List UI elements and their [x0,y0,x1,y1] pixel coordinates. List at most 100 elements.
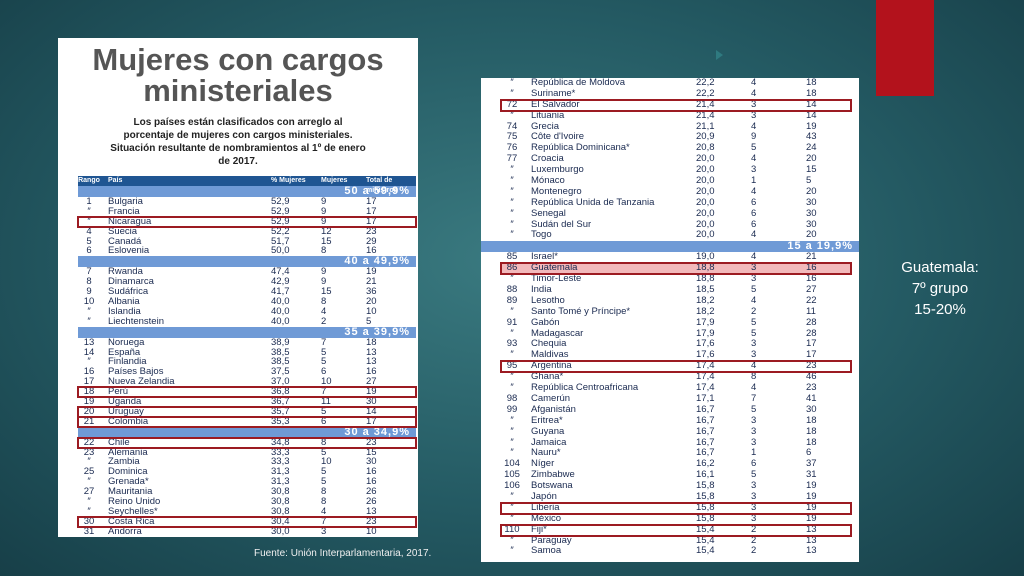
table-cell: 3 [751,338,757,350]
table-cell: ″ [87,315,91,327]
table-cell: 4 [751,185,757,197]
table-cell: ″ [87,205,91,217]
table-cell: Guyana [531,426,565,437]
table-cell: 31,3 [271,476,290,488]
table-row: 8 Dinamarca 42,9 9 21 [78,277,416,287]
table-cell: 2 [751,305,757,317]
table-cell: 4 [751,360,757,372]
table-row: ″ Paraguay 15,4 2 13 [501,534,851,547]
table-row: 16 Países Bajos 37,5 6 16 [78,367,416,377]
table-cell: 17,4 [696,360,715,372]
table-cell: 7 [751,392,757,404]
table-cell: 17 [366,415,377,427]
table-cell: 16 [366,466,377,478]
table-cell: 3 [321,525,327,537]
table-cell: 5 [751,469,757,481]
table-cell: ″ [510,305,514,317]
table-cell: Nauru* [531,448,561,459]
table-cell: 23 [366,515,377,527]
table-cell: 88 [506,284,518,296]
table-cell: 4 [751,294,757,306]
table-cell: 26 [366,496,377,508]
table-row: ″ Grenada* 31,3 5 16 [78,477,416,487]
table-cell: 21,4 [696,98,715,110]
table-cell: 4 [86,225,92,237]
table-cell: 34,8 [271,436,290,448]
table-cell: Timor-Leste [531,274,582,285]
table-cell: 36 [366,286,377,298]
table-cell: Japón [531,491,557,502]
table-cell: 27 [806,284,817,296]
table-cell: 18,8 [696,273,715,285]
table-cell: 86 [506,262,518,274]
table-cell: 52,9 [271,215,290,227]
group-label: 40 a 49,9% [78,256,416,268]
table-cell: Maldivas [531,350,569,361]
table-cell: 17,9 [696,316,715,328]
table-cell: 33,3 [271,456,290,468]
table-row: 74 Grecia 21,1 4 19 [501,120,851,133]
table-cell: 19 [366,266,377,278]
table-cell: 7 [321,336,327,348]
table-cell: 15,4 [696,523,715,535]
table-cell: 19,0 [696,251,715,263]
table-cell: 3 [751,273,757,285]
table-cell: 37 [806,458,817,470]
table-row: ″ Madagascar 17,9 5 28 [501,327,851,340]
table-cell: 15 [321,286,332,298]
table-cell: 28 [806,327,817,339]
table-cell: 18 [806,87,817,99]
table-cell: Israel* [531,252,558,263]
table-cell: 19 [806,120,817,132]
table-row: 88 India 18,5 5 27 [501,284,851,296]
table-cell: 6 [806,447,812,459]
table-cell: 9 [321,266,327,278]
table-row: 4 Suecia 52,2 12 23 [78,225,416,237]
table-cell: 6 [751,458,757,470]
table-cell: 17 [806,349,817,361]
table-cell: 10 [366,305,377,317]
table-cell: 18 [806,425,817,437]
table-cell: ″ [510,371,514,383]
table-row: 21 Colombia 35,3 6 17 [77,415,417,428]
table-cell: 18,2 [696,305,715,317]
table-cell: 51,7 [271,235,290,247]
table-cell: 16 [806,273,817,285]
table-cell: 9 [321,196,327,207]
table-cell: ″ [510,534,514,546]
table-cell: 27 [83,486,95,498]
table-cell: 7 [86,266,92,278]
table-cell: 20 [806,185,817,197]
table-cell: 16,7 [696,425,715,437]
table-cell: 19 [83,396,95,408]
table-cell: 14 [83,346,95,358]
table-cell: Sudán del Sur [531,219,592,230]
table-cell: 30,8 [271,496,290,508]
table-cell: Ghana* [531,372,564,383]
table-cell: 20 [83,405,95,417]
table-cell: Luxemburgo [531,165,584,176]
table-cell: 15,8 [696,512,715,524]
note-line: 15-20% [914,301,966,318]
table-cell: ″ [87,496,91,508]
table-row: 93 Chequia 17,6 3 17 [501,339,851,350]
table-row: 89 Lesotho 18,2 4 22 [501,294,851,307]
table-cell: 15,8 [696,480,715,492]
table-row: 99 Afganistán 16,7 5 30 [501,404,851,416]
table-row: ″ Sudán del Sur 20,0 6 30 [501,219,851,231]
table-cell: 3 [751,414,757,426]
table-cell: 91 [506,316,518,328]
table-cell: 9 [86,286,92,298]
table-row: ″ República Centroafricana 17,4 4 23 [501,382,851,394]
table-cell: 38,5 [271,346,290,358]
table-cell: 16 [366,366,377,378]
table-row: 72 El Salvador 21,4 3 14 [500,98,852,112]
table-row: ″ Finlandia 38,5 5 13 [78,357,416,367]
table-cell: 15,4 [696,545,715,557]
table-cell: 75 [506,131,518,143]
table-cell: 27 [366,376,377,388]
table-cell: 2 [751,523,757,535]
table-cell: 5 [751,284,757,296]
table-cell: 13 [366,346,377,358]
table-cell: 6 [751,196,757,208]
